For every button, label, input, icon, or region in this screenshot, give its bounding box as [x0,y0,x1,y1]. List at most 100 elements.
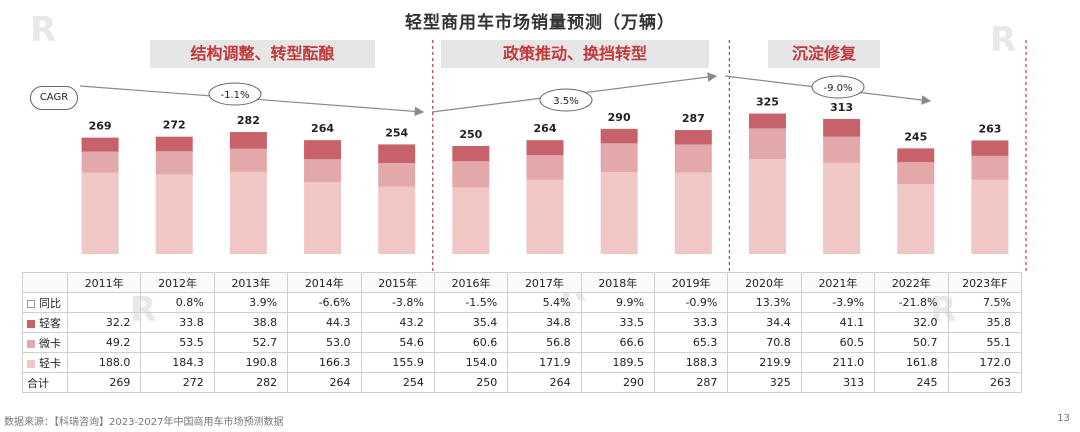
cagr-value: 3.5% [553,96,578,107]
data-table: 2011年 2012年 2013年 2014年 2015年 2016年 2017年 2018年… [22,272,1022,393]
table-corner-cell [22,272,68,293]
bar-mini-truck [674,144,712,173]
bar-light-truck [81,172,119,254]
bar-light-bus [748,113,786,129]
table-cell: -6.6% [287,292,362,313]
table-cell: 41.1 [800,312,876,333]
table-cell: 211.0 [800,352,876,373]
table-cell: 269 [66,372,142,393]
table-cell: 35.4 [433,312,509,333]
table-cell: 219.9 [727,352,802,373]
bar-light-bus [600,128,638,144]
table-cell: 32.0 [874,312,949,333]
bar-light-truck [897,184,935,254]
cagr-badge [811,75,865,99]
table-year-header: 2016年 [433,272,509,293]
bar-mini-truck [81,151,119,173]
bar-light-truck [823,162,861,254]
table-cell: 290 [580,372,656,393]
table-cell: 53.0 [287,332,362,353]
bar-light-truck [526,179,564,254]
table-cell: 0.8% [140,292,215,313]
table-cell: 33.3 [653,312,729,333]
table-cell: 264 [507,372,582,393]
bar-mini-truck [304,159,342,183]
table-cell: 70.8 [727,332,802,353]
bar-light-bus [304,140,342,160]
bar-light-bus [81,137,119,152]
table-cell: 54.6 [360,332,435,353]
data-source-note: 数据来源：【科瑞咨询】2023-2027年中国商用车市场预测数据 [4,417,284,428]
bar-light-truck [971,179,1009,254]
bar-light-bus [155,136,193,152]
table-cell: 171.9 [507,352,582,373]
table-year-header: 2011年 [66,272,142,293]
table-year-header: 2018年 [580,272,656,293]
table-row-label: 同比 [22,292,68,313]
bar-total-label: 250 [459,128,482,141]
cagr-badge [539,88,593,112]
table-row: 轻客 32.2 33.8 38.8 44.3 43.2 35.4 34.8 33.5 33.3 34… [22,312,1022,333]
table-cell: 282 [213,372,289,393]
bar-total-label: 264 [534,122,557,135]
table-row: 同比 0.8% 3.9% -6.6% -3.8% -1.5% 5.4% 9.9% -0.9% 13… [22,292,1022,313]
bar-light-truck [600,172,638,254]
table-cell: 52.7 [213,332,289,353]
table-cell: 35.8 [947,312,1022,333]
phase-label-3: 沉淀修复 [768,40,880,68]
bar-light-bus [526,140,564,156]
table-cell: 32.2 [66,312,142,333]
table-cell: -21.8% [874,292,949,313]
table-row-label: 轻客 [22,312,68,333]
bar-mini-truck [229,148,267,172]
bar-mini-truck [823,136,861,163]
table-cell: 154.0 [433,352,509,373]
table-row-label: 微卡 [22,332,68,353]
bar-mini-truck [600,143,638,173]
cagr-badge [208,82,262,106]
table-cell: 43.2 [360,312,435,333]
bar-light-bus [674,130,712,145]
bar-mini-truck [526,155,564,180]
table-cell: 33.8 [140,312,215,333]
table-year-header: 2012年 [140,272,215,293]
table-cell: 188.3 [653,352,729,373]
phase-label-1: 结构调整、转型酝酿 [150,40,375,68]
cagr-value: -1.1% [220,90,249,101]
bar-light-bus [971,140,1009,156]
bar-total-label: 287 [682,112,705,125]
bar-mini-truck [748,128,786,160]
table-year-header: 2015年 [360,272,435,293]
bar-light-truck [378,186,416,254]
table-row-label: 轻卡 [22,352,68,373]
table-cell: 184.3 [140,352,215,373]
chart-title: 轻型商用车市场销量预测（万辆） [405,13,675,33]
table-cell: 250 [433,372,509,393]
table-cell: 55.1 [947,332,1022,353]
table-cell: 313 [800,372,876,393]
page-number: 13 [1057,413,1070,424]
table-year-header: 2023年F [947,272,1022,293]
table-cell: 264 [287,372,362,393]
table-cell: 60.6 [433,332,509,353]
table-cell: 53.5 [140,332,215,353]
table-cell: 3.9% [213,292,289,313]
table-cell: 263 [947,372,1022,393]
bar-light-truck [674,172,712,254]
table-row: 轻卡 188.0 184.3 190.8 166.3 155.9 154.0 171.9 189… [22,352,1022,373]
bar-mini-truck [897,162,935,185]
table-cell: -0.9% [653,292,729,313]
table-row-label: 合计 [22,372,68,393]
table-cell: 190.8 [213,352,289,373]
table-cell: 66.6 [580,332,656,353]
bar-total-label: 254 [385,126,408,139]
table-row: 合计 269 272 282 264 254 250 264 290 287 325 313 245 26… [22,372,1022,393]
bar-mini-truck [452,161,490,188]
table-cell: 245 [874,372,949,393]
table-cell: 287 [653,372,729,393]
legend-swatch [27,339,35,348]
bar-mini-truck [378,163,416,187]
table-cell: 38.8 [213,312,289,333]
table-cell: 188.0 [66,352,142,373]
bar-total-label: 313 [830,101,853,114]
